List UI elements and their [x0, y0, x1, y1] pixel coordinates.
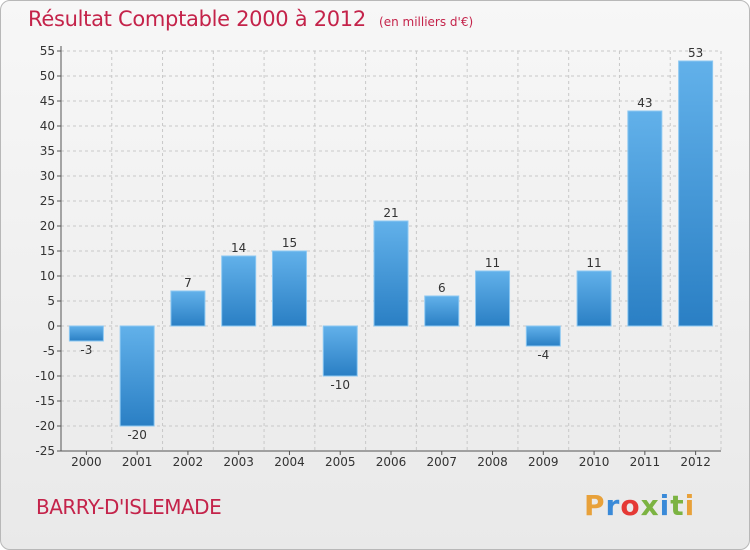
- x-tick-label: 2005: [325, 455, 356, 469]
- y-tick-label: -20: [35, 419, 55, 433]
- y-tick-label: 20: [40, 219, 55, 233]
- chart-title: Résultat Comptable 2000 à 2012: [28, 7, 366, 31]
- y-tick-label: 50: [40, 69, 55, 83]
- data-label: 7: [184, 276, 192, 290]
- bar-2004: [271, 250, 307, 327]
- y-tick-label: 45: [40, 94, 55, 108]
- x-tick-label: 2009: [528, 455, 559, 469]
- bar: [424, 295, 460, 327]
- y-tick-label: 15: [40, 244, 55, 258]
- data-label: 21: [383, 206, 398, 220]
- data-label: 11: [485, 256, 500, 270]
- brand-letter: i: [684, 489, 696, 522]
- title-row: Résultat Comptable 2000 à 2012 (en milli…: [28, 7, 473, 31]
- x-tick-label: 2006: [376, 455, 407, 469]
- x-tick-label: 2011: [630, 455, 661, 469]
- y-tick-label: 25: [40, 194, 55, 208]
- bar-2003: [221, 255, 257, 327]
- x-tick-label: 2000: [71, 455, 102, 469]
- data-label: 11: [586, 256, 601, 270]
- y-tick-label: 40: [40, 119, 55, 133]
- bar: [271, 250, 307, 327]
- x-tick-label: 2008: [477, 455, 508, 469]
- label-layer: 5550454035302520151050-5-10-15-20-252000…: [35, 44, 710, 469]
- x-tick-label: 2003: [223, 455, 254, 469]
- bar: [119, 325, 155, 427]
- brand-letter: t: [670, 489, 685, 522]
- brand-letter: o: [620, 489, 641, 522]
- y-tick-label: -5: [43, 344, 55, 358]
- bar-2006: [373, 220, 409, 327]
- data-label: -20: [127, 428, 147, 442]
- x-tick-label: 2002: [173, 455, 204, 469]
- bar: [373, 220, 409, 327]
- bar: [475, 270, 511, 327]
- brand-letter: P: [584, 489, 606, 522]
- bar-2001: [119, 325, 155, 427]
- y-tick-label: -15: [35, 394, 55, 408]
- bar: [678, 60, 714, 327]
- bar: [627, 110, 663, 327]
- bar-2010: [576, 270, 612, 327]
- y-tick-label: -25: [35, 444, 55, 458]
- data-label: 6: [438, 281, 446, 295]
- y-tick-label: 10: [40, 269, 55, 283]
- bar: [525, 325, 561, 347]
- y-tick-label: -10: [35, 369, 55, 383]
- y-tick-label: 30: [40, 169, 55, 183]
- brand-logo: Proxiti: [584, 489, 695, 522]
- y-tick-label: 5: [47, 294, 55, 308]
- y-tick-label: 0: [47, 319, 55, 333]
- data-label: -4: [537, 348, 549, 362]
- bar: [576, 270, 612, 327]
- bar: [170, 290, 206, 327]
- bar-2002: [170, 290, 206, 327]
- bar-2011: [627, 110, 663, 327]
- x-tick-label: 2010: [579, 455, 610, 469]
- commune-name: BARRY-D'ISLEMADE: [36, 495, 222, 519]
- data-label: 43: [637, 96, 652, 110]
- bar: [221, 255, 257, 327]
- x-tick-label: 2001: [122, 455, 153, 469]
- bar: [322, 325, 358, 377]
- y-tick-label: 55: [40, 44, 55, 58]
- bar-2012: [678, 60, 714, 327]
- data-label: -3: [80, 343, 92, 357]
- data-label: 15: [282, 236, 297, 250]
- data-label: 14: [231, 241, 246, 255]
- axis-layer: [57, 46, 721, 455]
- x-tick-label: 2004: [274, 455, 305, 469]
- data-label: 53: [688, 46, 703, 60]
- brand-letter: x: [640, 489, 660, 522]
- bar-layer: [68, 60, 714, 427]
- bar-2005: [322, 325, 358, 377]
- x-tick-label: 2012: [680, 455, 711, 469]
- y-tick-label: 35: [40, 144, 55, 158]
- chart-subtitle: (en milliers d'€): [379, 15, 474, 29]
- data-label: -10: [330, 378, 350, 392]
- brand-letter: r: [605, 489, 621, 522]
- bar: [68, 325, 104, 342]
- bar-2007: [424, 295, 460, 327]
- bar-2009: [525, 325, 561, 347]
- bar-2000: [68, 325, 104, 342]
- bar-2008: [475, 270, 511, 327]
- brand-letter: i: [659, 489, 671, 522]
- x-tick-label: 2007: [426, 455, 457, 469]
